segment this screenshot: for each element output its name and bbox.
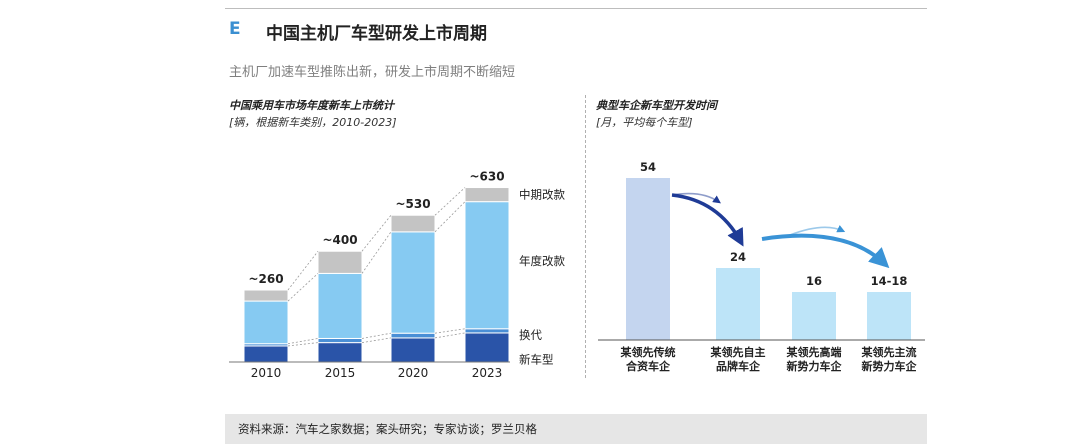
x-tick-label: 2010 [251, 366, 282, 380]
segment-connector [287, 273, 319, 302]
legend-label: 换代 [519, 328, 542, 342]
legend-label: 新车型 [519, 352, 554, 366]
dev-time-category-label: 新势力车企 [787, 359, 843, 373]
x-tick-label: 2015 [325, 366, 356, 380]
x-tick-label: 2020 [398, 366, 429, 380]
segment-connector [361, 231, 392, 274]
segment-connector [361, 337, 392, 344]
segment-connector [287, 338, 319, 345]
bar-segment-new-model [464, 332, 510, 363]
bar-segment-new-model [243, 345, 289, 363]
segment-connector [287, 342, 319, 347]
bar-segment-new-model [390, 337, 436, 363]
dev-time-value-label: 54 [640, 160, 656, 174]
bar-total-label: ~530 [395, 197, 430, 211]
x-tick-label: 2023 [472, 366, 503, 380]
bar-segment-replacement [464, 328, 510, 334]
dev-time-bar [867, 292, 911, 340]
segment-connector [287, 250, 319, 291]
dev-time-bar [792, 292, 836, 340]
segment-connector [434, 201, 466, 233]
bar-total-label: ~400 [322, 233, 357, 247]
decline-arrow-dark-ghost [671, 192, 721, 204]
dev-time-bar [716, 268, 760, 340]
dev-time-value-label: 16 [806, 274, 822, 288]
segment-connector [434, 332, 466, 339]
section-letter: E [229, 19, 241, 39]
chart-divider [585, 95, 586, 378]
dev-time-value-label: 24 [730, 250, 746, 264]
bar-total-label: ~260 [248, 272, 283, 286]
bar-total-label: ~630 [469, 170, 504, 184]
dev-time-category-label: 新势力车企 [862, 359, 918, 373]
bar-segment-annual-update [390, 231, 436, 334]
bar-segment-replacement [317, 337, 363, 344]
right-chart-title: 典型车企新车型开发时间 [596, 99, 717, 112]
section-title: 中国主机厂车型研发上市周期 [266, 24, 487, 44]
bar-segment-annual-update [317, 272, 363, 339]
section-subtitle: 主机厂加速车型推陈出新，研发上市周期不断缩短 [229, 65, 516, 80]
dev-time-value-label: 14-18 [871, 274, 908, 288]
legend-label: 年度改款 [519, 254, 565, 268]
bar-segment-new-model [317, 342, 363, 363]
dev-time-category-label: 某领先传统 [620, 345, 676, 359]
bar-segment-replacement [390, 332, 436, 339]
segment-connector [361, 332, 392, 339]
right-chart-unit: [月，平均每个车型] [596, 116, 693, 129]
decline-arrow-light-ghost [789, 224, 846, 236]
left-chart-title: 中国乘用车市场年度新车上市统计 [229, 99, 394, 112]
top-rule [225, 8, 927, 9]
dev-time-category-label: 某领先自主 [710, 345, 766, 359]
bar-segment-midcycle [317, 250, 363, 274]
bar-segment-annual-update [464, 201, 510, 330]
segment-connector [361, 214, 392, 252]
left-chart-unit: [辆，根据新车类别，2010-2023] [229, 116, 397, 129]
segment-connector [434, 328, 466, 334]
decline-arrow-dark [671, 193, 744, 247]
bar-segment-annual-update [243, 300, 289, 345]
segment-connector [434, 187, 466, 216]
decline-arrow-light [761, 233, 890, 269]
dev-time-bar [626, 178, 670, 340]
dev-time-category-label: 某领先高端 [786, 345, 842, 359]
bar-segment-midcycle [243, 289, 289, 302]
dev-time-category-label: 合资车企 [626, 359, 671, 373]
footer-source-text: 资料来源：汽车之家数据；案头研究；专家访谈；罗兰贝格 [238, 422, 537, 436]
dev-time-category-label: 某领先主流 [861, 345, 917, 359]
bar-segment-midcycle [464, 187, 510, 203]
dev-time-category-label: 品牌车企 [716, 359, 761, 373]
bar-segment-midcycle [390, 214, 436, 233]
legend-label: 中期改款 [519, 188, 565, 202]
footer-source: 资料来源：汽车之家数据；案头研究；专家访谈；罗兰贝格 [225, 414, 927, 444]
